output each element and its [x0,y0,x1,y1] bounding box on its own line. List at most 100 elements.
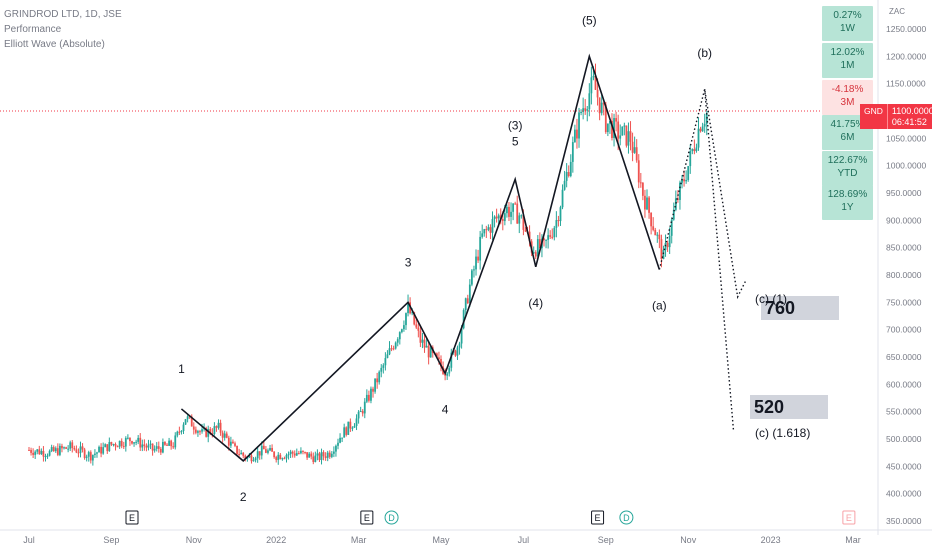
candle-body [141,444,144,448]
candle-body [363,401,366,414]
x-tick-label: 2022 [266,535,286,545]
candle-body [483,229,486,234]
candle-body [265,449,267,453]
candle-body [438,357,440,360]
candle-body [462,310,465,329]
candle-body [46,455,49,457]
candle-body [703,123,706,127]
performance-period: 1Y [841,202,854,213]
candle-body [510,211,512,217]
x-tick-label: Mar [845,535,861,545]
target-760-box: 760 [761,296,839,320]
earnings-marker[interactable] [591,510,605,525]
candle-body [635,147,638,161]
candle-body [361,411,364,414]
candle-body [561,189,564,208]
candle-body [524,229,527,232]
performance-value: -4.18% [831,84,864,95]
price-tag-symbol: GND [860,104,888,129]
candle-body [201,429,203,432]
y-tick-label: 1000.0000 [886,161,926,171]
candle-body [122,445,125,447]
symbol-title[interactable]: GRINDROD LTD, 1D, JSE [4,9,122,20]
candle-body [687,166,690,180]
elliott-wave-projection-extended[interactable] [703,89,735,431]
candle-body [209,428,212,434]
candle-body [199,431,201,433]
performance-value: 122.67% [827,155,868,166]
dividend-marker[interactable] [619,510,634,525]
candle-body [411,312,414,314]
candle-body [67,448,70,450]
candle-body [337,442,339,446]
performance-indicator-label[interactable]: Performance [4,24,62,35]
candle-body [370,388,372,401]
candle-body [633,147,636,153]
candle-body [314,455,317,462]
candle-body [328,452,331,457]
candle-body [674,198,677,210]
candle-body [464,298,467,311]
candle-body [330,453,333,457]
performance-cell-6m: 41.75% 6M [822,115,873,150]
performance-cell-1w: 0.27% 1W [822,6,873,41]
wave-label: (a) [652,299,667,313]
candle-body [221,432,224,438]
candle-body [172,446,175,448]
candle-body [501,219,504,222]
elliott-wave-indicator-label[interactable]: Elliott Wave (Absolute) [4,39,105,50]
candle-body [108,442,111,452]
candle-body [569,161,572,176]
candle-body [664,242,667,250]
candle-body [604,104,607,133]
candle-body [693,149,696,152]
candle-body [112,444,115,446]
y-tick-label: 500.0000 [886,434,922,444]
candle-body [588,93,591,110]
candle-body [318,453,321,460]
candle-body [559,207,562,222]
y-tick-label: 900.0000 [886,215,922,225]
candle-body [429,347,432,358]
candle-body [291,451,294,454]
candle-body [662,249,665,260]
candle-body [419,330,422,343]
candle-body [460,328,463,344]
candle-body [468,284,471,304]
candle-body [677,198,679,200]
candle-body [627,131,630,146]
candle-body [555,220,558,228]
candle-body [475,256,477,270]
candle-body [48,450,51,456]
earnings-marker[interactable] [360,510,374,525]
candle-body [40,450,43,455]
dividend-marker[interactable] [384,510,399,525]
candle-body [617,121,620,139]
x-tick-label: Jul [23,535,35,545]
candle-body [514,203,517,205]
candle-body [681,179,683,183]
earnings-marker[interactable] [842,510,856,525]
earnings-marker[interactable] [125,510,139,525]
candle-body [145,446,148,448]
earnings-marker-label: E [364,513,370,523]
elliott-wave-projection[interactable] [658,88,747,300]
x-axis: Jul Sep Nov 2022 Mar May Jul Sep Nov 2023 Mar [0,529,932,545]
candle-body [197,431,199,433]
performance-cell-1m: 12.02% 1M [822,43,873,78]
candle-body [335,445,337,452]
candle-body [491,218,494,233]
candle-body [489,227,492,233]
x-tick-label: Nov [186,535,203,545]
candle-body [606,123,609,133]
elliott-wave-primary[interactable] [180,53,661,462]
candle-body [639,182,642,184]
candle-body [600,102,603,114]
candle-body [77,452,80,454]
candle-body [215,426,218,428]
x-tick-label: May [432,535,450,545]
candle-body [100,446,102,454]
candle-body [497,215,500,219]
candle-body [151,443,154,451]
